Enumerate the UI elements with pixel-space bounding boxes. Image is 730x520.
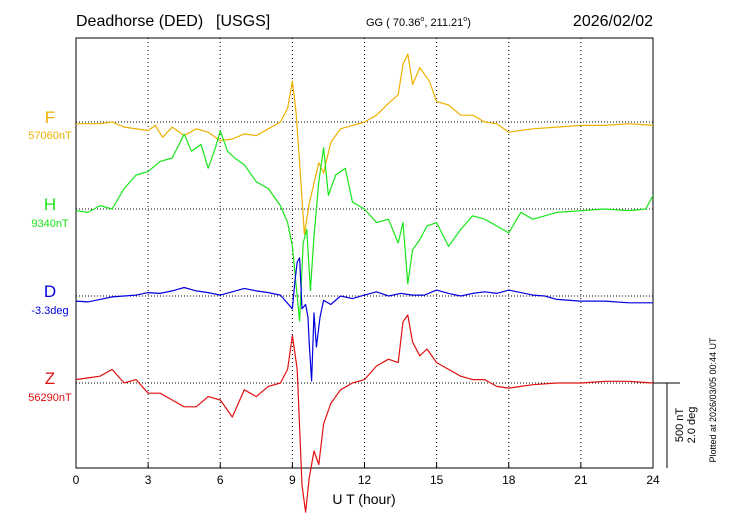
scale-bar-nt: 500 nT	[674, 408, 686, 443]
coords-suffix: )	[467, 17, 471, 29]
degree-mark-2: o	[463, 16, 467, 23]
grid-layer	[147, 38, 582, 468]
coordinates-label: GG ( 70.36o, 211.21o)	[366, 16, 471, 29]
series-name-F: F	[45, 108, 55, 127]
series-baseline-H: 9340nT	[31, 218, 69, 230]
source-label: [USGS]	[216, 13, 270, 30]
x-tick-label-6: 6	[217, 473, 224, 487]
series-baseline-Z: 56290nT	[28, 392, 72, 404]
x-tick-label-12: 12	[358, 473, 372, 487]
plotted-timestamp: Plotted at 2026/03/05 00:44 UT	[708, 337, 718, 463]
series-layer	[75, 53, 654, 513]
coords-prefix: GG ( 70.36	[366, 17, 420, 29]
series-name-D: D	[44, 282, 56, 301]
x-tick-label-3: 3	[145, 473, 152, 487]
series-line-H	[75, 130, 654, 322]
date-label: 2026/02/02	[573, 13, 653, 30]
x-tick-label-24: 24	[646, 473, 660, 487]
x-tick-label-9: 9	[289, 473, 296, 487]
coords-mid: , 211.21	[424, 17, 463, 29]
label-layer: F 57060nT H 9340nT D -3.3deg Z 56290nT	[28, 108, 72, 404]
degree-mark-1: o	[420, 16, 424, 23]
x-axis-label: U T (hour)	[332, 491, 395, 507]
scale-bar-deg: 2.0 deg	[686, 407, 698, 444]
x-axis: 0 3 6 9 12 15 18 21 24	[73, 463, 660, 487]
series-line-Z	[75, 314, 654, 513]
series-line-D	[75, 257, 653, 382]
station-title: Deadhorse (DED)	[76, 13, 203, 30]
series-baseline-F: 57060nT	[28, 130, 72, 142]
series-name-H: H	[44, 195, 56, 214]
x-tick-label-15: 15	[430, 473, 444, 487]
series-name-Z: Z	[45, 369, 55, 388]
scale-bar: 500 nT 2.0 deg	[653, 382, 698, 468]
x-tick-label-18: 18	[502, 473, 516, 487]
x-tick-label-0: 0	[73, 473, 80, 487]
x-tick-label-21: 21	[574, 473, 588, 487]
series-baseline-D: -3.3deg	[31, 305, 68, 317]
series-line-F	[76, 53, 654, 235]
